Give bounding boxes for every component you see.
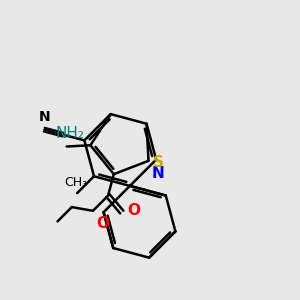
Text: NH₂: NH₂: [56, 126, 85, 141]
Text: CH₃: CH₃: [64, 176, 87, 189]
Text: N: N: [38, 110, 50, 124]
Text: N: N: [151, 166, 164, 181]
Text: O: O: [96, 216, 109, 231]
Text: O: O: [127, 203, 140, 218]
Text: S: S: [153, 155, 164, 170]
